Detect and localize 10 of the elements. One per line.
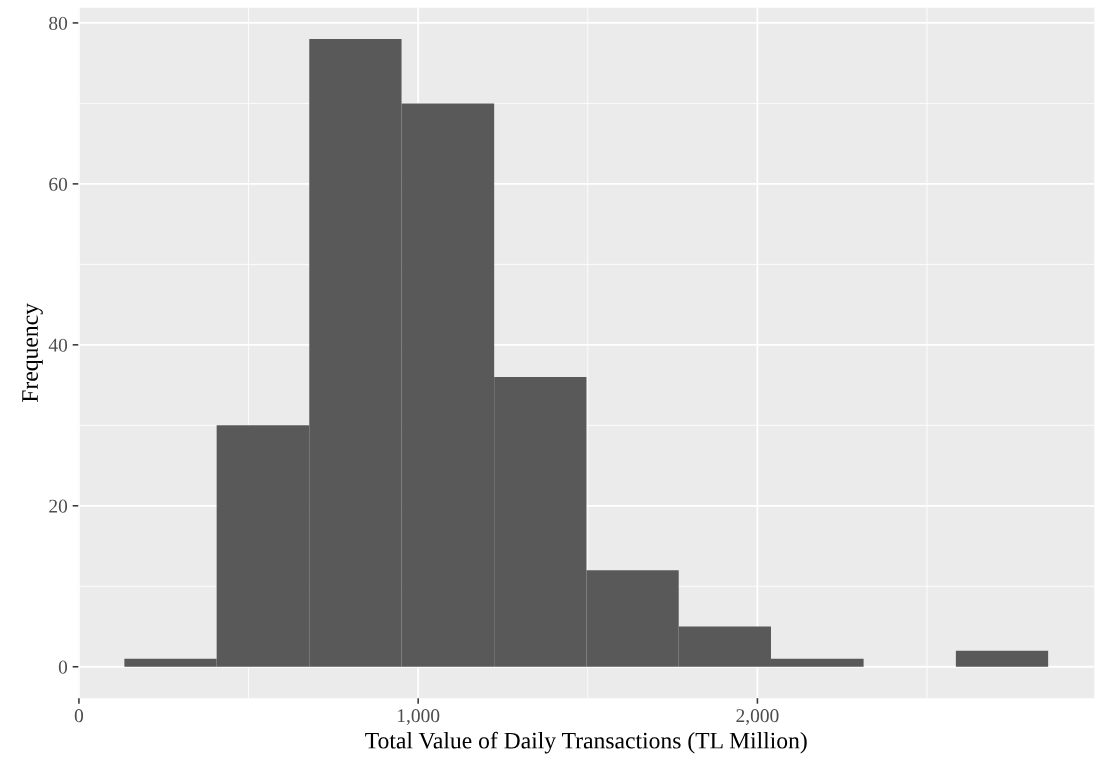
y-tick-label: 20 bbox=[49, 499, 68, 513]
x-tick-label: 2,000 bbox=[736, 709, 779, 726]
y-tick-label: 60 bbox=[49, 177, 68, 191]
y-tick-label: 40 bbox=[48, 338, 68, 352]
x-axis-title: Total Value of Daily Transactions (TL Million) bbox=[365, 731, 807, 754]
x-tick-label: 0 bbox=[74, 709, 84, 723]
y-axis-title: Frequency bbox=[22, 303, 43, 403]
x-tick-label: 1,000 bbox=[398, 709, 440, 726]
y-tick-label: 80 bbox=[49, 16, 68, 30]
y-tick-label: 0 bbox=[58, 660, 68, 674]
